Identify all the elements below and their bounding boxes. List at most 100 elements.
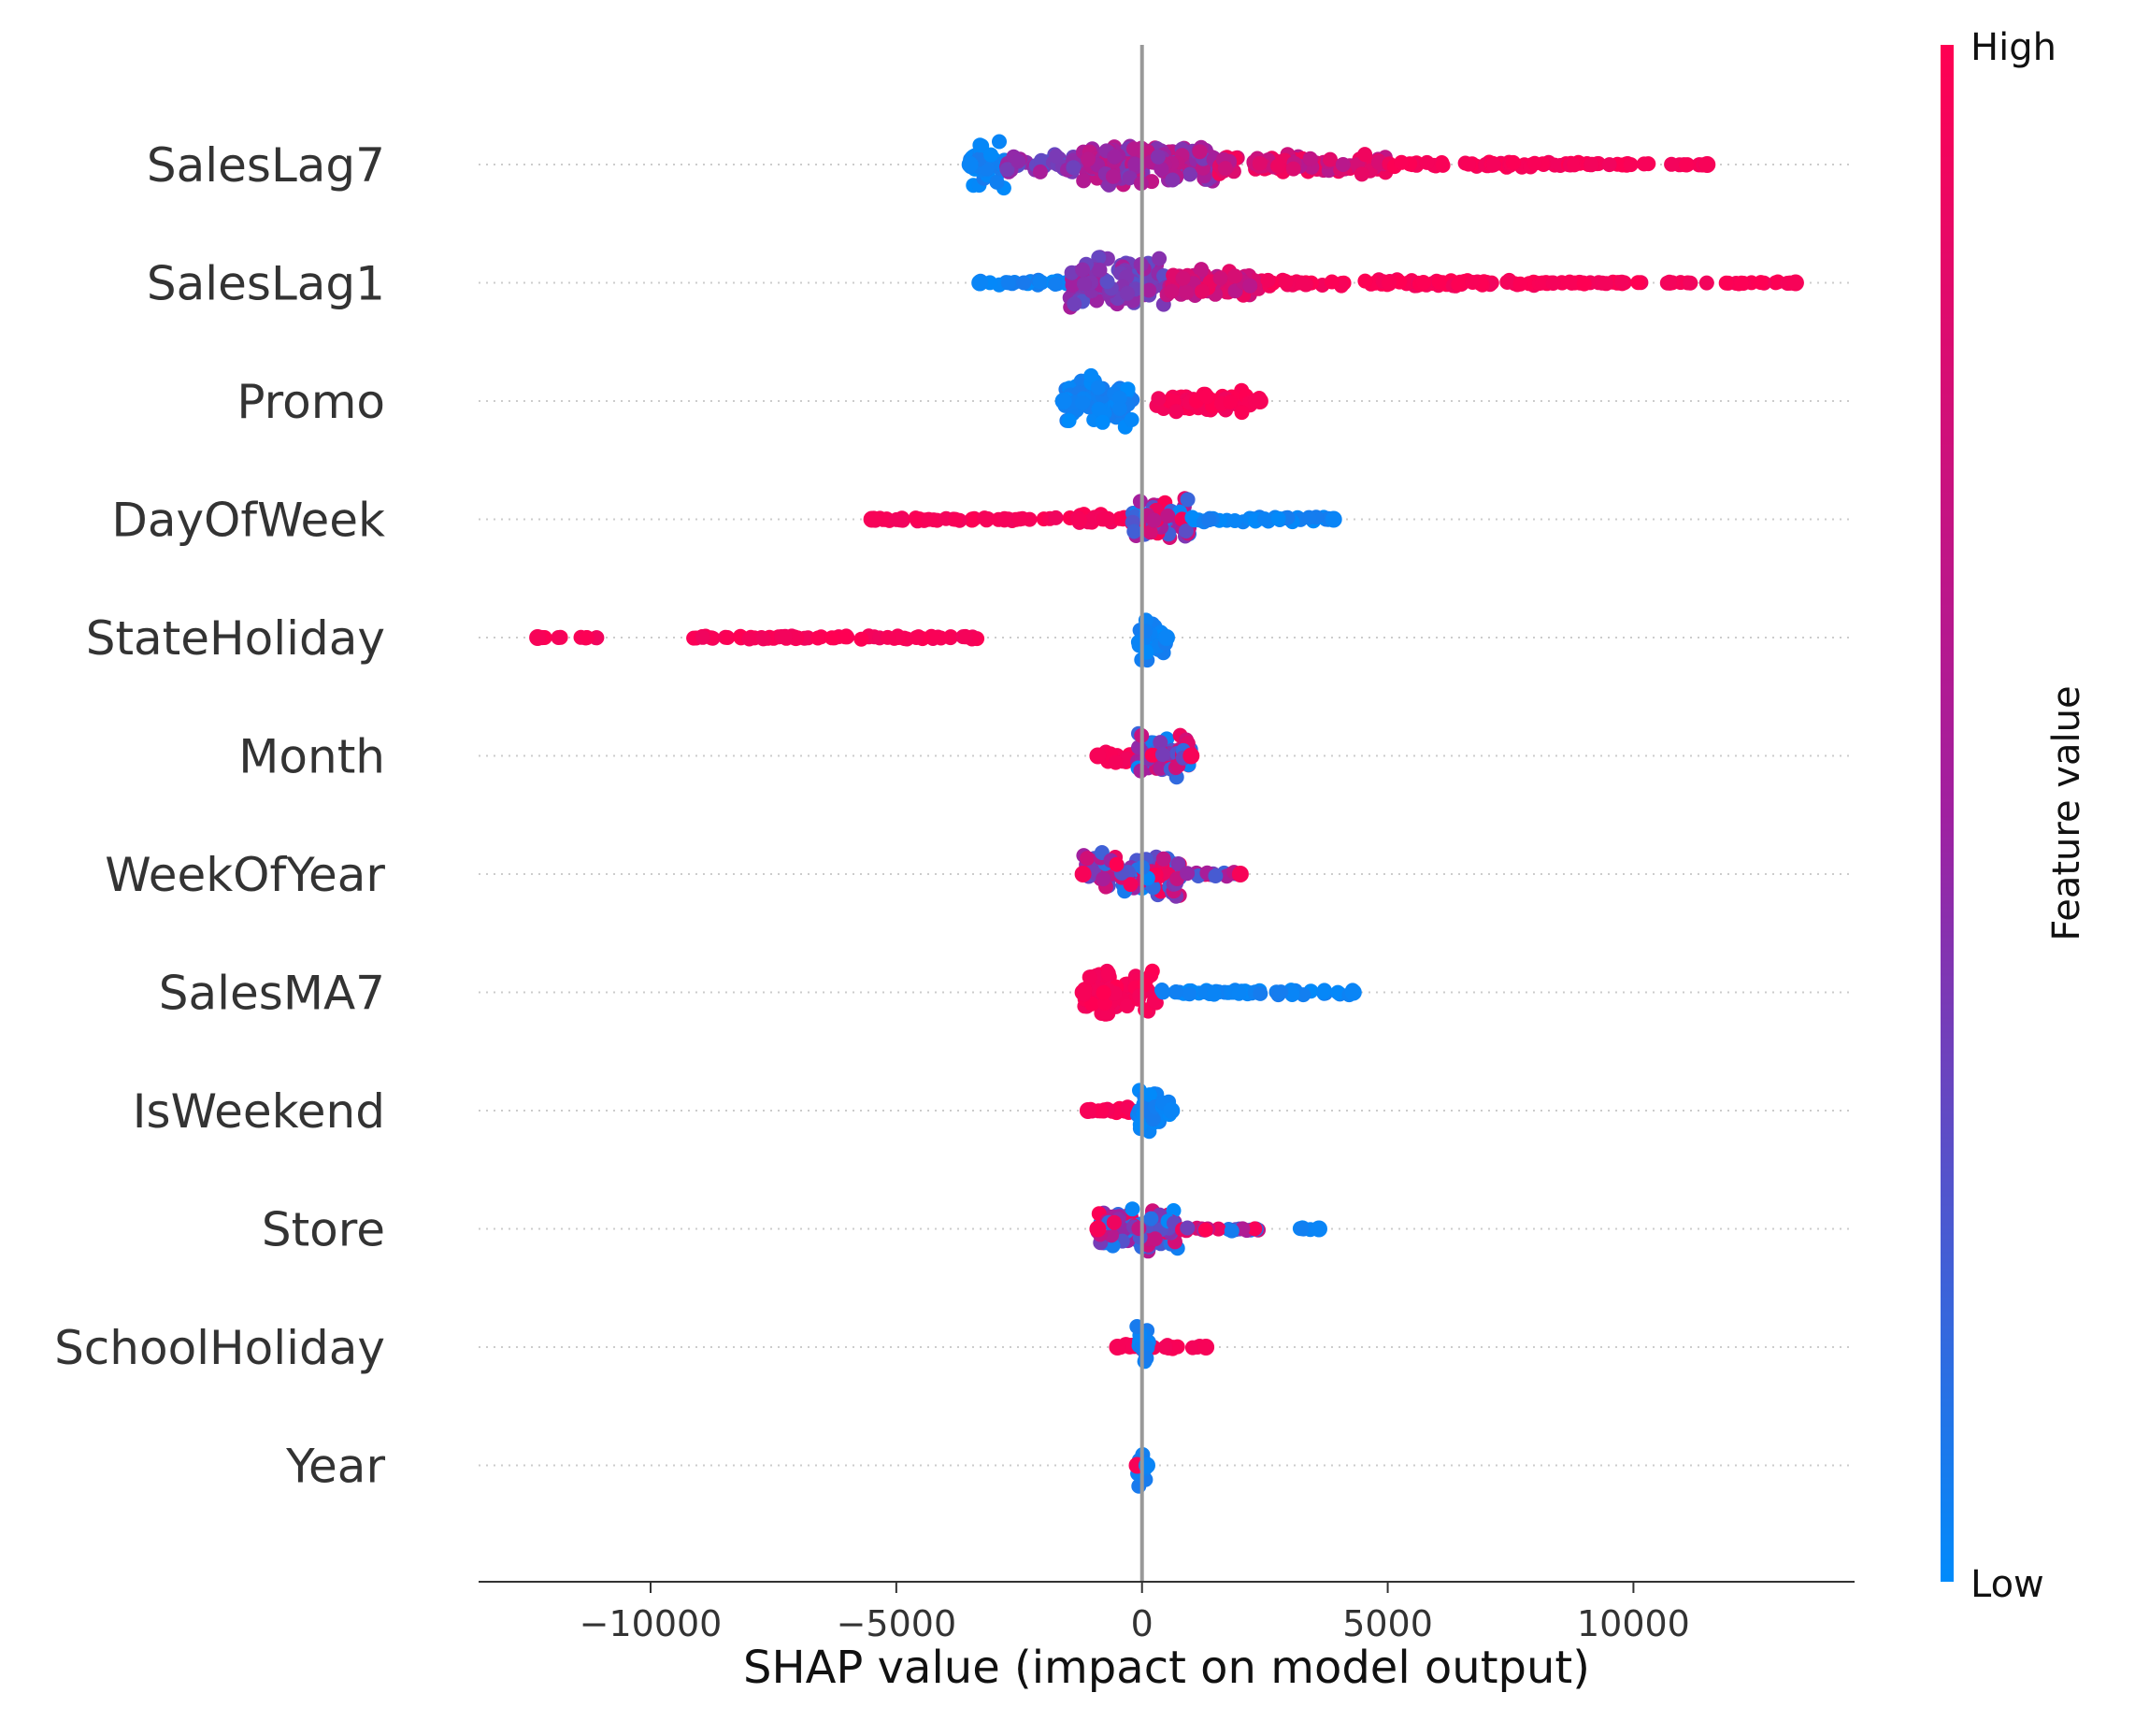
- data-points: [529, 134, 1804, 1494]
- shap-point: [958, 629, 974, 645]
- shap-point-extreme: [1344, 983, 1362, 1001]
- shap-point: [1260, 272, 1276, 288]
- shap-point: [1049, 149, 1064, 165]
- shap-point: [1122, 170, 1138, 186]
- shap-point: [579, 630, 595, 645]
- shap-point: [1182, 986, 1197, 1002]
- shap-point-extreme: [1251, 393, 1268, 409]
- shap-point: [1168, 984, 1184, 999]
- shap-point: [1180, 492, 1196, 508]
- shap-point-extreme: [1079, 1102, 1096, 1119]
- shap-point: [838, 629, 853, 645]
- shap-point: [1160, 508, 1176, 524]
- feature-label: SchoolHoliday: [54, 1321, 385, 1375]
- shap-point: [909, 630, 924, 645]
- shap-point: [1104, 1227, 1119, 1243]
- feature-label: SalesMA7: [159, 967, 385, 1021]
- shap-point-extreme: [1786, 274, 1804, 292]
- shap-point: [1100, 966, 1116, 982]
- shap-point: [972, 137, 988, 153]
- shap-point: [1075, 395, 1091, 410]
- shap-point: [1081, 151, 1096, 167]
- shap-point: [1096, 511, 1111, 527]
- colorbar-low-label: Low: [1970, 1563, 2044, 1606]
- shap-point: [1096, 871, 1111, 887]
- x-axis: −10000 −5000 0 5000 10000: [479, 1581, 1855, 1644]
- shap-point: [1180, 1220, 1196, 1236]
- colorbar-high-label: High: [1970, 26, 2056, 69]
- x-tick-label: −10000: [580, 1603, 723, 1644]
- shap-point: [1234, 405, 1250, 421]
- shap-point-extreme: [1074, 866, 1092, 882]
- shap-point: [1152, 251, 1168, 266]
- shap-point: [979, 512, 995, 528]
- shap-point: [1142, 524, 1158, 540]
- shap-point: [1545, 276, 1561, 291]
- shap-point-extreme: [1054, 393, 1072, 409]
- feature-label: Year: [285, 1440, 385, 1494]
- shap-point: [1120, 285, 1135, 301]
- shap-point: [1153, 735, 1168, 751]
- shap-point: [1661, 274, 1677, 290]
- shap-point: [1257, 511, 1272, 527]
- shap-point: [1301, 509, 1317, 525]
- shap-point: [1194, 262, 1210, 278]
- shap-point: [1141, 1087, 1157, 1103]
- shap-point: [1175, 270, 1191, 286]
- shap-point: [1734, 275, 1749, 291]
- shap-point: [1753, 275, 1769, 291]
- shap-point: [880, 629, 896, 645]
- shap-point: [1302, 151, 1318, 166]
- shap-point: [1112, 510, 1128, 526]
- shap-point: [989, 174, 1005, 190]
- grid-lines: [479, 164, 1855, 1467]
- shap-point-extreme: [1698, 156, 1716, 173]
- shap-point: [1155, 984, 1171, 1000]
- shap-point: [1048, 277, 1063, 292]
- shap-point: [824, 630, 839, 646]
- shap-point: [889, 511, 905, 527]
- shap-point-extreme: [1325, 510, 1342, 528]
- shap-point: [1061, 413, 1077, 428]
- shap-point: [1048, 509, 1064, 525]
- shap-point: [1179, 284, 1195, 300]
- shap-point: [980, 161, 996, 177]
- shap-point-extreme: [1163, 1102, 1181, 1119]
- feature-label: SalesLag1: [147, 257, 385, 311]
- feature-label: Promo: [236, 375, 385, 429]
- colorbar-title: Feature value: [2045, 685, 2088, 940]
- shap-point: [1109, 856, 1125, 872]
- shap-point: [1180, 866, 1196, 882]
- shap-point: [1105, 168, 1121, 184]
- shap-point-extreme: [1197, 1339, 1215, 1356]
- shap-point: [1614, 274, 1629, 290]
- shap-point: [1354, 166, 1369, 182]
- shap-point: [1065, 278, 1081, 293]
- shap-point: [1270, 158, 1286, 174]
- shap-point-extreme: [1231, 866, 1249, 882]
- shap-point: [1164, 283, 1180, 299]
- feature-points: [529, 612, 1175, 668]
- shap-point: [1431, 274, 1447, 290]
- x-axis-title: SHAP value (impact on model output): [743, 1642, 1590, 1694]
- shap-point: [1011, 511, 1027, 527]
- feature-points: [1079, 1083, 1181, 1140]
- shap-point: [755, 631, 771, 647]
- shap-point: [1182, 166, 1197, 182]
- feature-label: Month: [238, 730, 385, 784]
- shap-point: [1415, 275, 1431, 290]
- shap-point: [1072, 512, 1088, 528]
- shap-point: [1034, 152, 1049, 168]
- shap-point: [1123, 877, 1139, 893]
- shap-point: [1197, 1222, 1213, 1238]
- shap-point: [1270, 510, 1286, 526]
- shap-point: [1512, 276, 1528, 292]
- shap-point: [1224, 1223, 1239, 1239]
- feature-labels: SalesLag7 SalesLag1 Promo DayOfWeek StateHol…: [54, 138, 385, 1494]
- shap-point: [1242, 278, 1258, 294]
- shap-point: [1499, 274, 1515, 290]
- shap-point: [1601, 157, 1617, 173]
- x-tick-label: −5000: [837, 1603, 957, 1644]
- shap-point: [992, 134, 1007, 150]
